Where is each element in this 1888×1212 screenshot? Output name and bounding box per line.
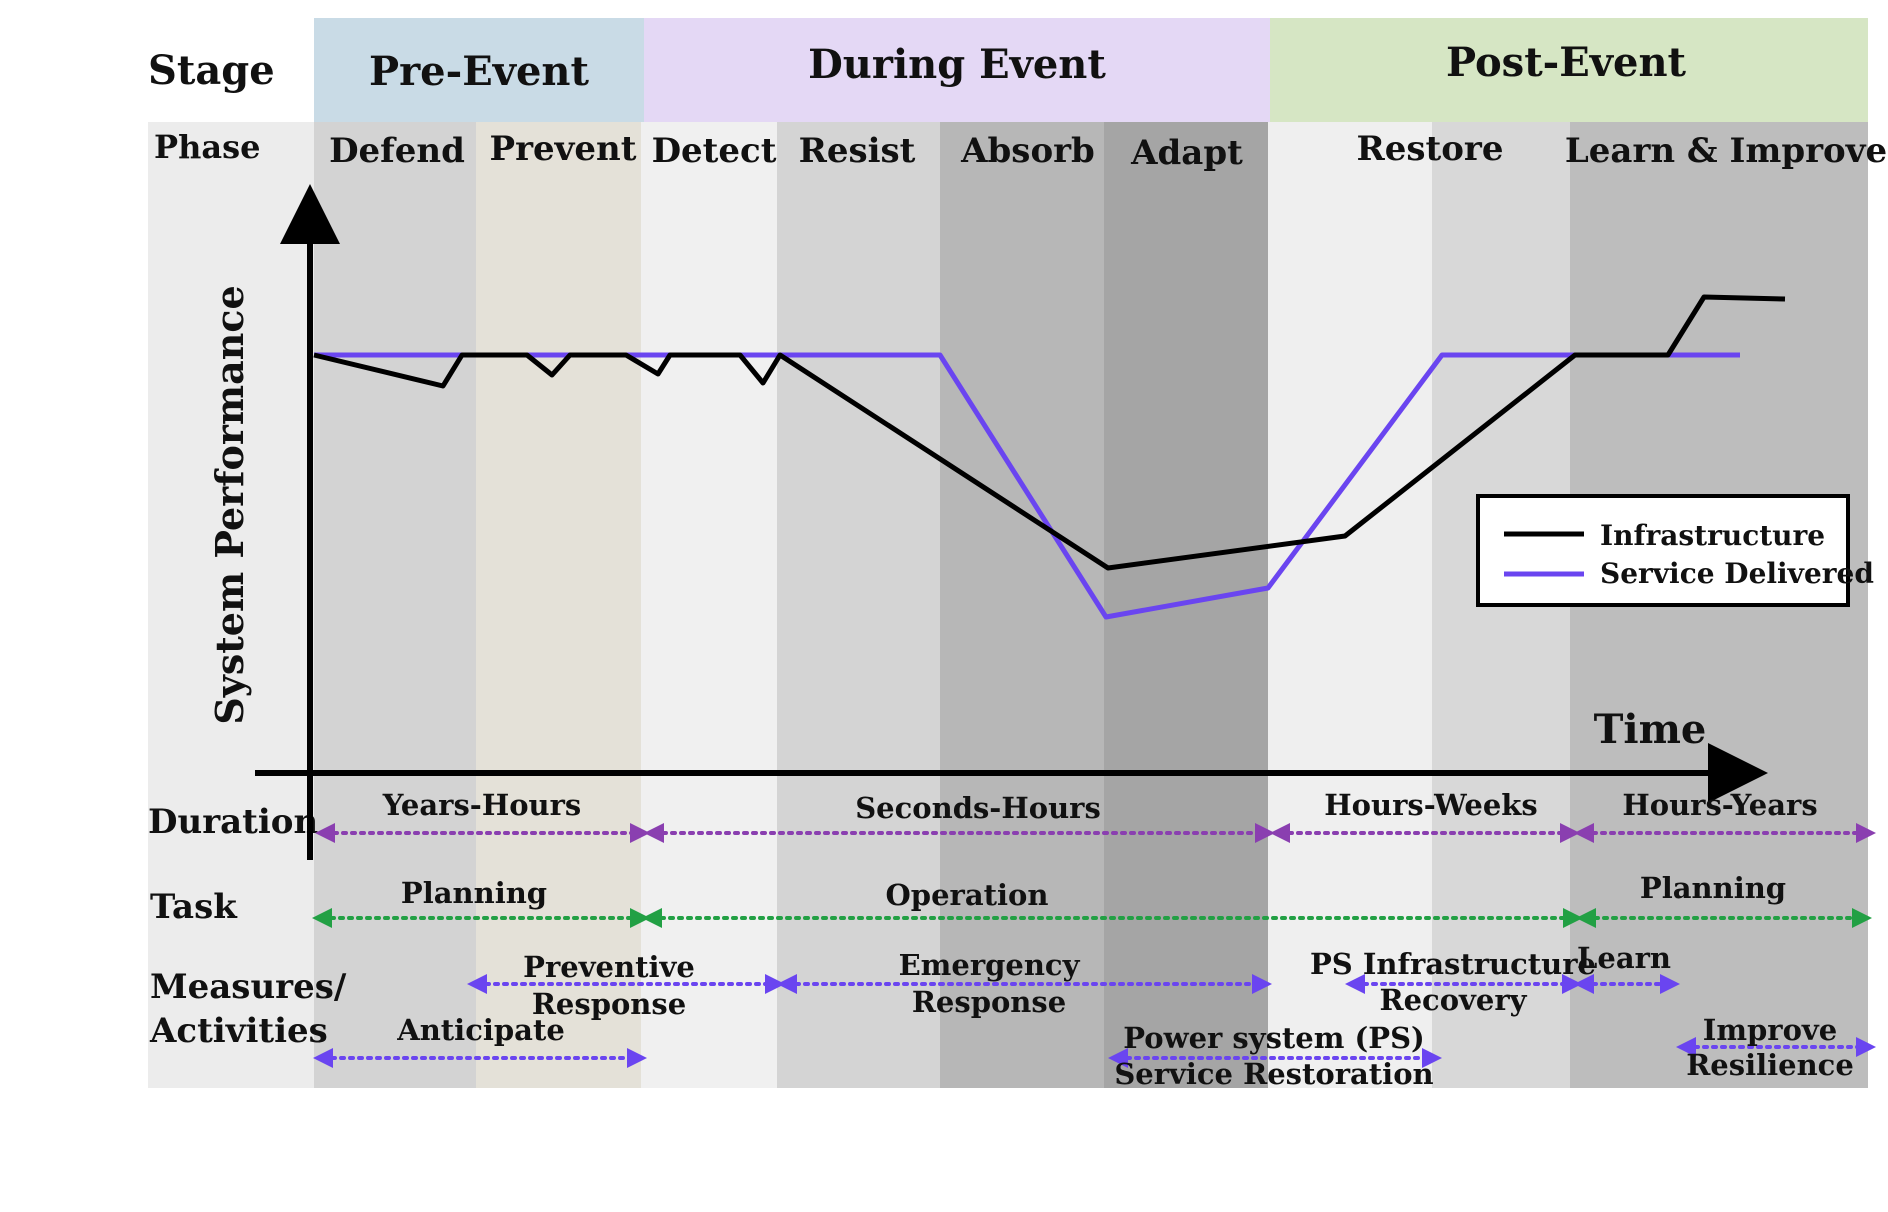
row-label-phase: Phase [154,128,260,166]
service-delivered-line [314,352,1740,620]
measure-emergency: Emergency [899,948,1081,982]
band-resist [777,122,940,1088]
band-absorb [940,122,1104,1088]
phase-restore: Restore [1357,129,1504,169]
phase-labels: Defend Prevent Detect Resist Absorb Adap… [329,129,1887,173]
stage-post-event: Post-Event [1446,39,1687,86]
stage-during-event-band [644,18,1270,122]
duration-hours-weeks: Hours-Weeks [1324,788,1537,822]
legend-service-label: Service Delivered [1600,557,1874,590]
phase-prevent: Prevent [490,129,637,169]
phase-learn-improve: Learn & Improve [1565,131,1887,171]
legend-box [1476,494,1850,607]
row-label-stage: Stage [148,47,275,94]
row-label-measures: Measures/ [150,967,347,1007]
task-row: Planning Operation Planning [312,871,1872,928]
task-planning-pre: Planning [401,876,547,910]
stage-post-event-band [1270,18,1868,122]
axes: System Performance Time [207,184,1768,860]
duration-seconds-hours: Seconds-Hours [855,791,1101,825]
duration-years-hours: Years-Hours [382,788,582,822]
legend: Infrastructure Service Delivered [1476,494,1874,607]
stage-header: Pre-Event During Event Post-Event [314,18,1868,122]
measure-ps-service-restoration: Service Restoration [1114,1057,1433,1091]
task-planning-post: Planning [1640,871,1786,905]
measure-ps-infrastructure-recovery: Recovery [1380,983,1528,1017]
infrastructure-line [313,294,1786,571]
duration-hours-years: Hours-Years [1622,788,1817,822]
row-label-activities: Activities [149,1011,328,1051]
band-detect [641,122,777,1088]
measure-improve-resilience: Resilience [1686,1048,1854,1082]
phase-absorb: Absorb [960,131,1095,171]
row-label-duration: Duration [148,802,318,842]
legend-infrastructure-label: Infrastructure [1600,519,1825,552]
measure-improve: Improve [1703,1013,1837,1047]
row-label-task: Task [150,887,238,927]
stage-during-event: During Event [808,41,1106,88]
band-restore-a [1268,122,1432,1088]
measures-row: Preventive Response Anticipate Emergency… [313,941,1876,1091]
band-prevent [476,122,641,1088]
phase-adapt: Adapt [1130,133,1243,173]
phase-defend: Defend [329,131,465,171]
phase-resist: Resist [799,131,916,171]
measure-preventive: Preventive [523,950,695,984]
band-label-column [148,122,314,1088]
stage-pre-event: Pre-Event [369,48,589,95]
performance-curves [313,294,1786,620]
measure-ps-service: Power system (PS) [1123,1021,1424,1055]
band-defend [314,122,476,1088]
measure-preventive-response: Response [532,987,686,1021]
measure-emergency-response: Response [912,985,1066,1019]
task-operation: Operation [886,878,1049,912]
duration-row: Years-Hours Seconds-Hours Hours-Weeks Ho… [315,788,1876,843]
measure-learn: Learn [1577,941,1671,975]
y-axis-label: System Performance [207,285,252,724]
measure-anticipate: Anticipate [396,1013,565,1047]
row-labels: Stage Phase Duration Task Measures/ Acti… [148,47,347,1051]
stage-pre-event-band [314,18,644,122]
x-axis-label: Time [1594,706,1707,753]
phase-detect: Detect [652,131,777,171]
measure-ps-infrastructure: PS Infrastructure [1310,947,1596,981]
